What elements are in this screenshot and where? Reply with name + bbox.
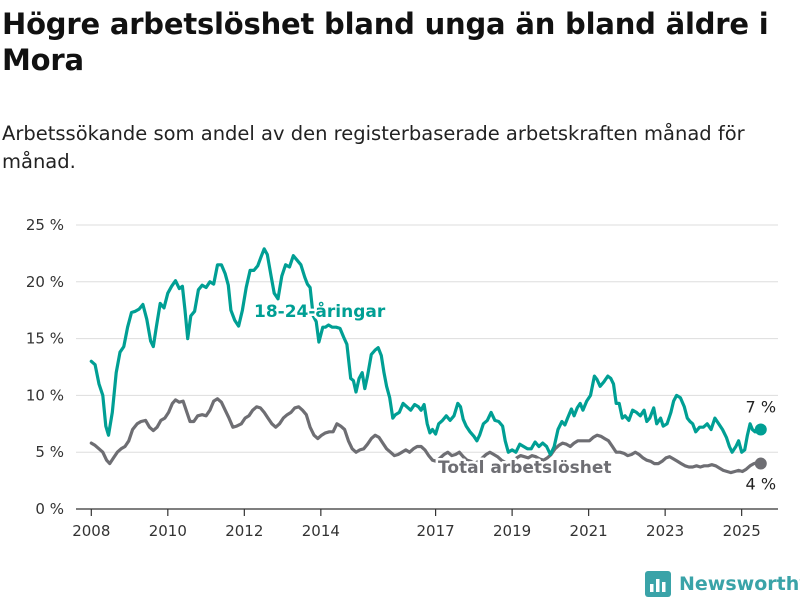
x-tick-label: 2025: [723, 522, 761, 540]
x-tick-label: 2014: [302, 522, 340, 540]
y-tick-label: 0 %: [35, 500, 64, 518]
end-marker-total: [754, 457, 767, 470]
series-line-youth: [89, 247, 763, 457]
y-tick-label: 5 %: [35, 443, 64, 461]
x-tick-label: 2021: [570, 522, 608, 540]
last-value-label-youth: 7 %: [746, 397, 776, 416]
series-label-youth: 18-24-åringar: [254, 300, 386, 322]
x-tick-label: 2017: [417, 522, 455, 540]
chart-subtitle: Arbetssökande som andel av den registerb…: [2, 122, 745, 173]
y-tick-label: 20 %: [26, 273, 64, 291]
y-tick-label: 15 %: [26, 330, 64, 348]
x-tick-label: 2012: [225, 522, 263, 540]
x-tick-label: 2019: [493, 522, 531, 540]
x-tick-label: 2008: [72, 522, 110, 540]
brand-logo: Newsworthy: [645, 569, 800, 599]
end-marker-youth: [754, 423, 767, 436]
bar-chart-logo-icon: [645, 571, 671, 597]
chart-title: Högre arbetslöshet bland unga än bland ä…: [2, 7, 769, 77]
series-line-total: [89, 397, 763, 475]
brand-name: Newsworthy: [679, 573, 800, 595]
x-tick-label: 2010: [149, 522, 187, 540]
x-tick-label: 2023: [646, 522, 684, 540]
last-value-label-total: 4 %: [746, 475, 776, 494]
y-tick-label: 25 %: [26, 216, 64, 234]
series-label-total: Total arbetslöshet: [438, 458, 612, 478]
y-tick-label: 10 %: [26, 386, 64, 404]
